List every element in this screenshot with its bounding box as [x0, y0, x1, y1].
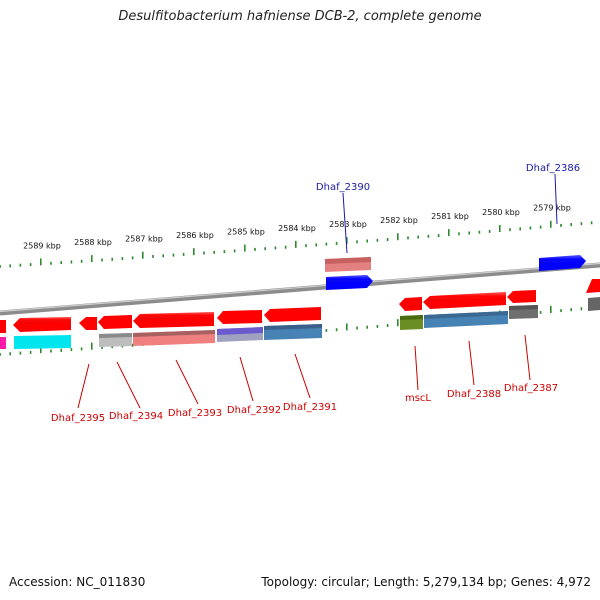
forward-features: [325, 255, 600, 311]
gene-label-dhaf-2393: Dhaf_2393: [168, 408, 222, 419]
shade-dhaf-2395: [14, 335, 71, 349]
gene-label-dhaf-2390: Dhaf_2390: [316, 182, 370, 193]
leader-dhaf-2387: [524, 334, 531, 381]
leader-dhaf-2390: [342, 192, 348, 254]
tick-label: 2586 kbp: [176, 231, 214, 240]
backbone: [0, 262, 600, 316]
feature-shade-dhaf-2390-top: [325, 257, 371, 264]
tick-ruler-top: [0, 220, 593, 268]
gene-labels: Dhaf_2390 Dhaf_2386 Dhaf_2395 Dhaf_2394 …: [51, 163, 580, 424]
gene-label-dhaf-2388: Dhaf_2388: [447, 389, 501, 400]
shade-dhaf-2388-top: [424, 311, 508, 319]
tick-label: 2585 kbp: [227, 228, 265, 237]
leader-mscl: [414, 345, 419, 391]
feature-mscl: [399, 297, 422, 311]
leader-dhaf-2391: [294, 353, 311, 399]
shade-dhaf-2392-top: [217, 327, 263, 335]
reverse-features: [0, 290, 536, 333]
gene-label-dhaf-2386: Dhaf_2386: [526, 163, 580, 174]
tick-labels: 2589 kbp 2588 kbp 2587 kbp 2586 kbp 2585 kbp…: [23, 204, 571, 251]
leader-lines: [77, 173, 558, 409]
feature-dhaf-2387: [507, 290, 536, 303]
leader-dhaf-2386: [554, 173, 558, 225]
gene-label-mscl: mscL: [405, 393, 431, 404]
feature-dhaf-2391: [264, 307, 321, 322]
tick-label: 2582 kbp: [380, 216, 418, 225]
accession-text: Accession: NC_011830: [9, 575, 146, 589]
tick-label: 2584 kbp: [278, 224, 316, 233]
genome-summary-text: Topology: circular; Length: 5,279,134 bp…: [261, 575, 591, 589]
tick-label: 2589 kbp: [23, 241, 61, 250]
feature-edge-left-red: [0, 320, 6, 333]
feature-edge-right-red: [586, 279, 600, 293]
leader-dhaf-2392: [239, 356, 254, 402]
shade-dhaf-2394-top: [99, 333, 132, 338]
tick-label: 2580 kbp: [482, 208, 520, 217]
shade-edge-left: [0, 337, 6, 349]
gene-label-dhaf-2394: Dhaf_2394: [109, 411, 163, 422]
feature-edge-right-grey: [588, 297, 600, 311]
tick-label: 2587 kbp: [125, 235, 163, 244]
feature-dhaf-2392: [217, 310, 262, 324]
shade-dhaf-2391-top: [264, 324, 322, 330]
tick-label: 2581 kbp: [431, 212, 469, 221]
leader-dhaf-2388: [468, 340, 475, 386]
shade-mscl-top: [400, 315, 423, 320]
leader-dhaf-2393: [175, 359, 199, 405]
leader-dhaf-2394: [116, 361, 141, 409]
gene-label-dhaf-2391: Dhaf_2391: [283, 402, 337, 413]
gene-label-dhaf-2387: Dhaf_2387: [504, 383, 558, 394]
shade-dhaf-2393-top: [133, 330, 215, 337]
feature-small-a: [79, 317, 97, 330]
tick-label: 2579 kbp: [533, 204, 571, 213]
leader-dhaf-2395: [77, 363, 90, 409]
map-title: Desulfitobacterium hafniense DCB-2, comp…: [118, 9, 482, 24]
shade-dhaf-2387-top: [509, 305, 538, 310]
tick-label: 2588 kbp: [74, 238, 112, 247]
gene-label-dhaf-2392: Dhaf_2392: [227, 405, 281, 416]
reverse-shade-band: [0, 305, 538, 349]
tick-label: 2583 kbp: [329, 220, 367, 229]
feature-dhaf-2394: [98, 315, 132, 329]
gene-label-dhaf-2395: Dhaf_2395: [51, 413, 105, 424]
